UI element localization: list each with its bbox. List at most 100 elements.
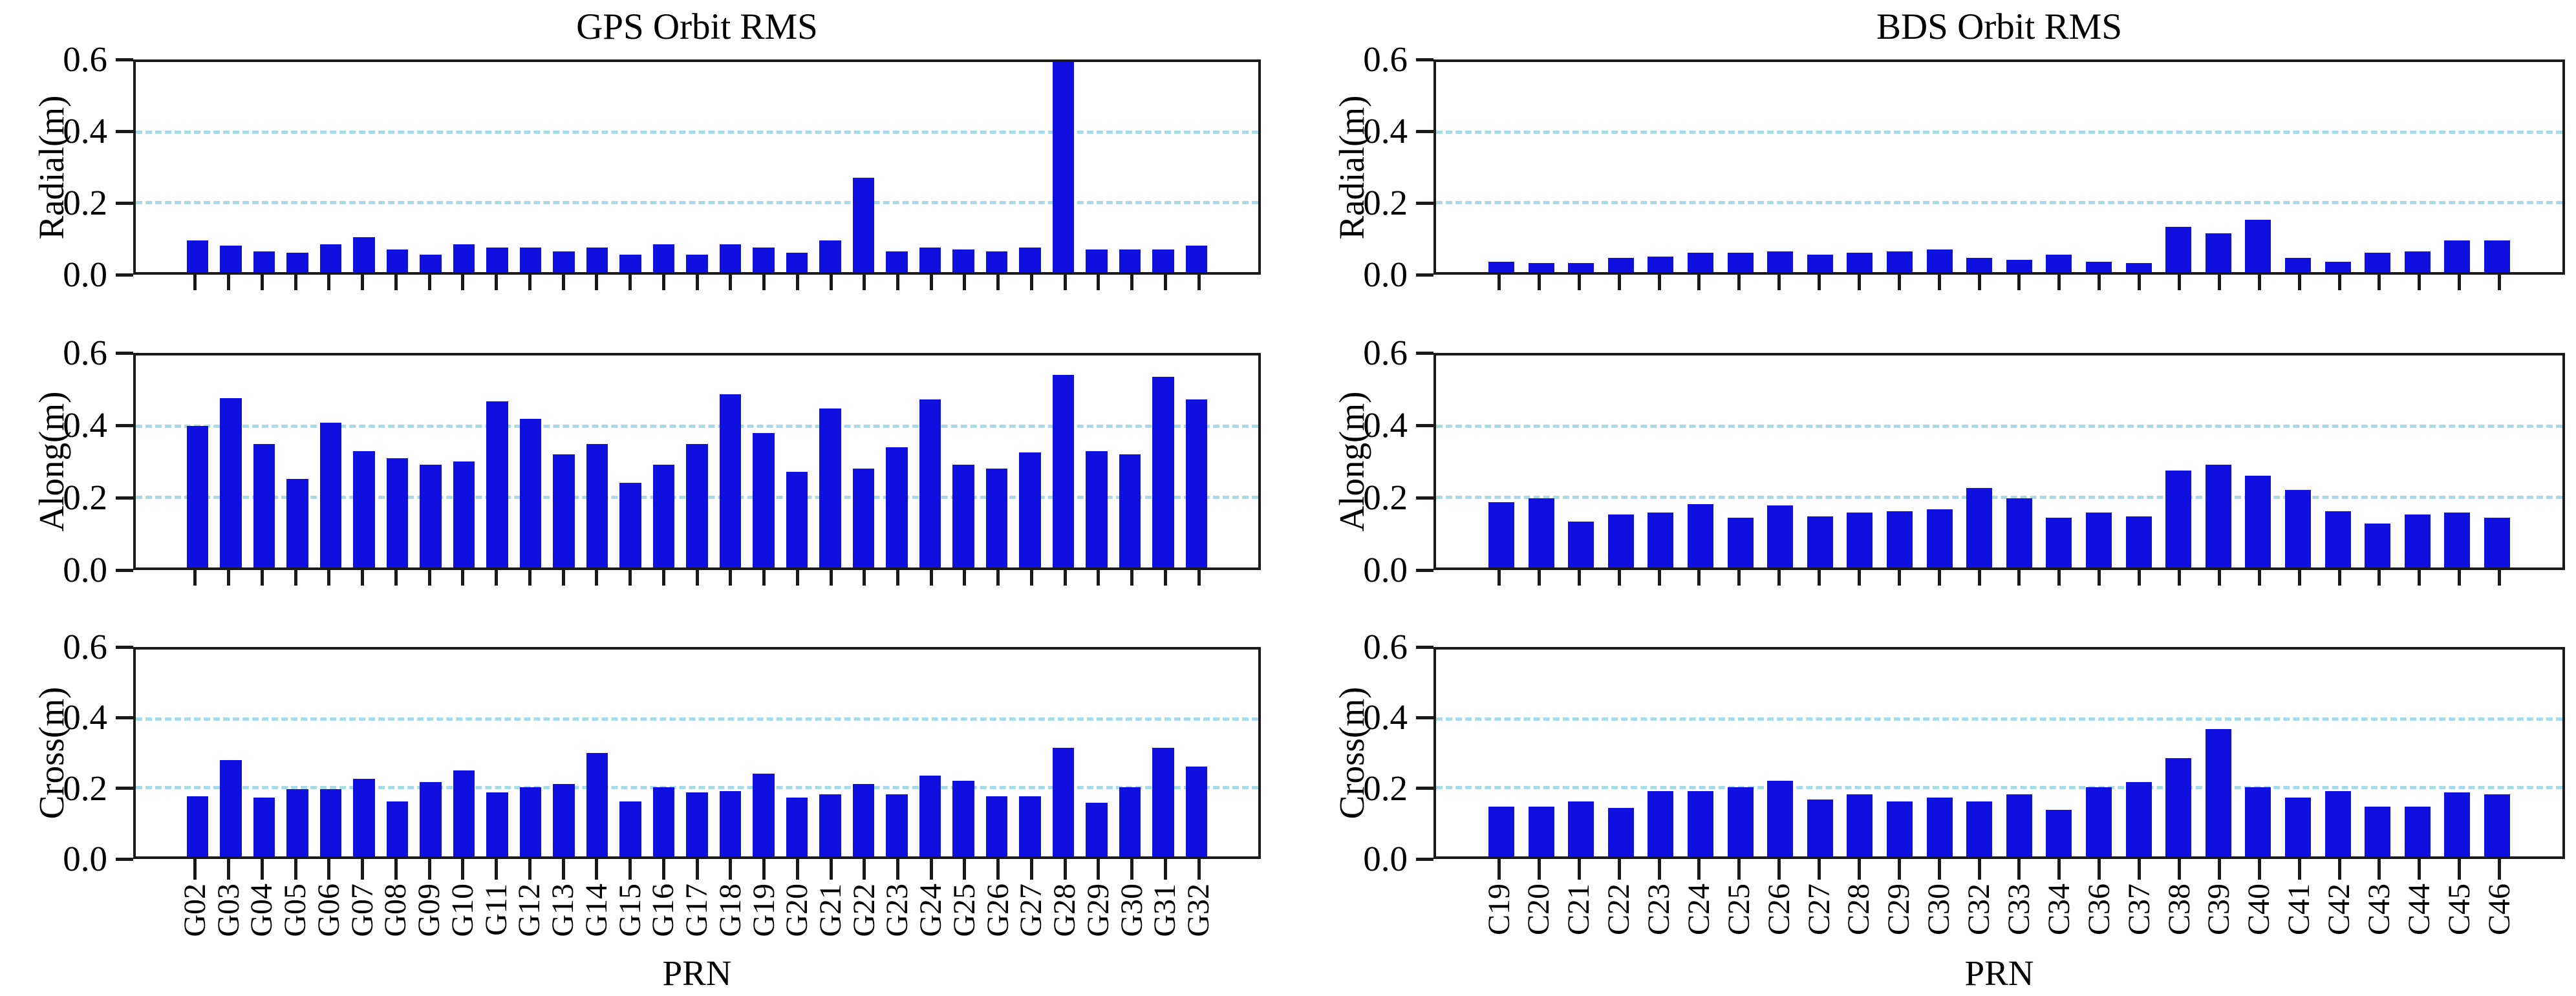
x-tick-label-c24: C24 xyxy=(1681,884,1716,936)
chart-title-bds: BDS Orbit RMS xyxy=(1876,6,2123,47)
bar-c20 xyxy=(1528,806,1554,856)
x-tick xyxy=(929,570,933,586)
y-tick-label: 0.2 xyxy=(1363,183,1408,222)
x-tick xyxy=(427,275,431,290)
y-tick xyxy=(116,857,133,861)
x-tick xyxy=(1977,275,1981,290)
x-tick-label-g25: G25 xyxy=(947,884,982,937)
bar-g08 xyxy=(386,458,409,567)
y-tick-label: 0.6 xyxy=(1363,39,1408,79)
x-tick xyxy=(1130,570,1134,586)
bar-c25 xyxy=(1727,787,1754,856)
x-tick xyxy=(227,570,231,586)
x-tick xyxy=(1818,859,1821,880)
bar-g05 xyxy=(286,253,308,272)
x-tick-label-g32: G32 xyxy=(1181,884,1216,937)
y-tick xyxy=(1416,351,1433,355)
y-tick-label: 0.4 xyxy=(63,111,107,151)
x-tick xyxy=(260,859,264,880)
x-tick xyxy=(193,859,197,880)
x-tick xyxy=(1497,275,1501,290)
x-tick-label-c28: C28 xyxy=(1841,884,1876,936)
x-tick xyxy=(661,570,665,586)
x-tick xyxy=(1577,570,1581,586)
x-tick xyxy=(628,859,632,880)
bar-g23 xyxy=(886,251,908,272)
y-tick xyxy=(116,496,133,500)
x-tick xyxy=(2418,275,2421,290)
bar-g19 xyxy=(753,248,775,272)
bar-g20 xyxy=(786,798,808,856)
y-tick xyxy=(1416,715,1433,719)
x-tick xyxy=(2498,275,2501,290)
x-tick xyxy=(863,859,866,880)
bar-c36 xyxy=(2085,787,2112,856)
y-tick xyxy=(116,201,133,205)
x-tick xyxy=(2138,570,2141,586)
x-tick xyxy=(327,570,331,586)
x-tick-label-g24: G24 xyxy=(914,884,949,937)
x-tick xyxy=(2178,275,2181,290)
x-tick xyxy=(996,859,1000,880)
x-tick xyxy=(427,570,431,586)
bar-g07 xyxy=(353,450,375,567)
y-tick xyxy=(116,58,133,61)
x-tick xyxy=(1857,859,1861,880)
x-tick xyxy=(361,859,365,880)
x-tick xyxy=(1537,275,1541,290)
bar-g16 xyxy=(652,787,675,856)
bar-g30 xyxy=(1119,249,1141,272)
bar-c39 xyxy=(2205,465,2231,567)
x-tick xyxy=(1897,859,1901,880)
bar-c43 xyxy=(2365,253,2391,272)
x-tick xyxy=(1697,859,1701,880)
bar-c20 xyxy=(1528,498,1554,567)
bar-g28 xyxy=(1052,375,1075,567)
x-tick xyxy=(996,570,1000,586)
x-tick xyxy=(227,859,231,880)
bar-g10 xyxy=(453,244,475,272)
bar-c22 xyxy=(1607,258,1634,272)
x-tick xyxy=(929,859,933,880)
x-tick-label-c33: C33 xyxy=(2001,884,2036,936)
bar-g09 xyxy=(420,465,442,567)
x-tick xyxy=(1977,570,1981,586)
x-tick-label-g12: G12 xyxy=(512,884,547,937)
bar-g08 xyxy=(386,801,409,856)
x-tick xyxy=(461,275,465,290)
bar-g29 xyxy=(1086,249,1108,272)
x-tick xyxy=(762,570,766,586)
x-tick xyxy=(1537,859,1541,880)
x-tick xyxy=(1937,859,1941,880)
bar-c21 xyxy=(1568,263,1594,272)
x-tick xyxy=(2057,859,2061,880)
bar-c40 xyxy=(2245,787,2271,856)
x-tick xyxy=(762,859,766,880)
bar-g10 xyxy=(453,461,475,567)
plot-alongm-bds xyxy=(1433,353,2565,570)
x-tick-label-g11: G11 xyxy=(478,884,513,936)
bar-g32 xyxy=(1185,246,1208,272)
bar-g13 xyxy=(553,454,575,567)
y-tick-label: 0.6 xyxy=(63,39,107,79)
bar-c43 xyxy=(2365,523,2391,567)
y-tick xyxy=(116,645,133,649)
y-tick xyxy=(1416,273,1433,277)
plot-radialm-gps xyxy=(133,59,1261,275)
x-tick-label-g19: G19 xyxy=(746,884,781,937)
bar-g02 xyxy=(186,796,209,856)
bar-c36 xyxy=(2085,261,2112,272)
bar-c45 xyxy=(2444,792,2471,856)
y-tick xyxy=(116,129,133,133)
plot-crossm-gps xyxy=(133,647,1261,859)
y-tick-label: 0.2 xyxy=(63,478,107,517)
x-tick xyxy=(495,859,499,880)
x-tick xyxy=(929,275,933,290)
bar-c43 xyxy=(2365,806,2391,856)
x-tick xyxy=(829,275,833,290)
bar-c23 xyxy=(1648,790,1674,856)
x-tick xyxy=(628,275,632,290)
x-tick xyxy=(1130,859,1134,880)
x-tick xyxy=(394,275,398,290)
